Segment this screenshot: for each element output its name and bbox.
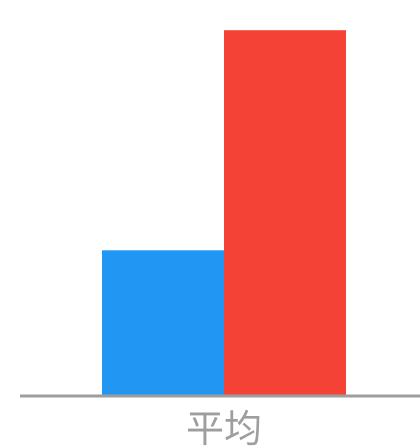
bar-series-2-cat-1 [224,30,346,396]
category-label: 平均 [186,407,262,448]
category-labels-group: 平均 [186,407,262,448]
bars-group [102,30,346,396]
bar-series-1-cat-1 [102,250,224,396]
